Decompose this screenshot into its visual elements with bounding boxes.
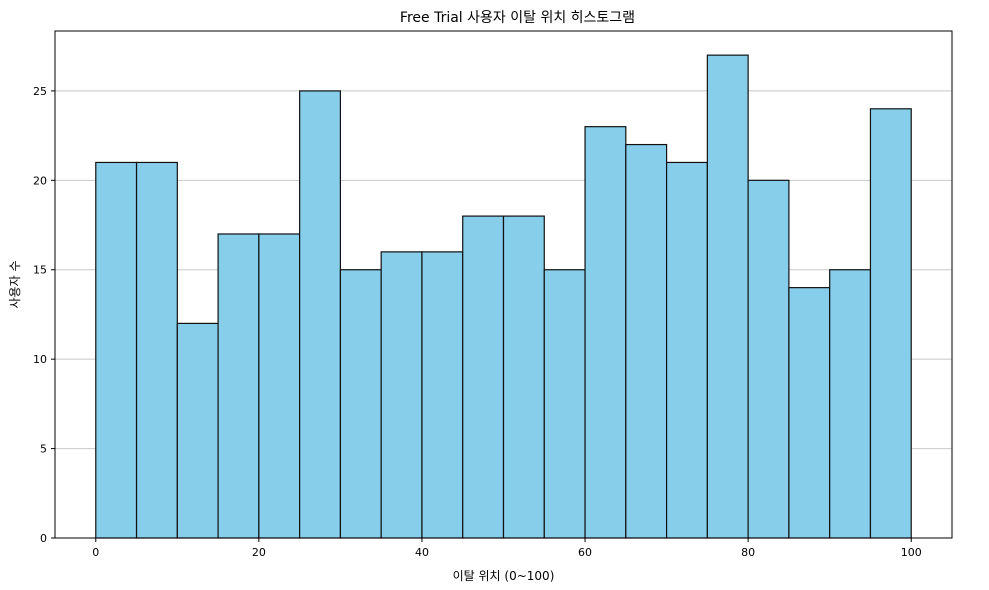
y-tick-label: 20 (33, 174, 47, 187)
histogram-bar (217, 233, 260, 539)
plot-frame (54, 30, 953, 539)
histogram-bar (584, 126, 627, 539)
histogram-bar (665, 161, 708, 539)
histogram-bar (625, 143, 668, 539)
histogram-bar (135, 161, 178, 539)
histogram-bar (380, 251, 423, 539)
y-tick-label: 0 (40, 532, 47, 545)
histogram-bar (706, 54, 749, 539)
histogram-bar (258, 233, 301, 539)
histogram-bar (95, 161, 138, 539)
y-axis-label: 사용자 수 (8, 261, 22, 309)
histogram-bar (543, 269, 586, 539)
x-tick-label: 20 (252, 546, 266, 559)
y-tick-label: 25 (33, 85, 47, 98)
histogram-bar (788, 287, 831, 539)
y-tick-label: 5 (40, 443, 47, 456)
y-tick-label: 10 (33, 353, 47, 366)
x-tick-label: 40 (415, 546, 429, 559)
histogram-bar (462, 215, 505, 539)
histogram-bar (176, 322, 219, 539)
histogram-bar (829, 269, 872, 539)
x-axis-ticks: 0 20 40 60 80 100 (92, 538, 922, 559)
chart-title: Free Trial 사용자 이탈 위치 히스토그램 (400, 10, 635, 26)
bars (95, 54, 912, 539)
histogram-bar (869, 108, 912, 539)
y-axis-ticks: 0 5 10 15 20 25 (33, 85, 55, 545)
histogram-bar (299, 90, 342, 539)
histogram-bar (747, 179, 790, 539)
x-tick-label: 80 (741, 546, 755, 559)
x-tick-label: 60 (578, 546, 592, 559)
histogram-bar (339, 269, 382, 539)
histogram-bar (421, 251, 464, 539)
y-tick-label: 15 (33, 264, 47, 277)
x-tick-label: 0 (92, 546, 99, 559)
histogram-bar (502, 215, 545, 539)
x-axis-label: 이탈 위치 (0~100) (453, 569, 555, 583)
x-tick-label: 100 (901, 546, 922, 559)
